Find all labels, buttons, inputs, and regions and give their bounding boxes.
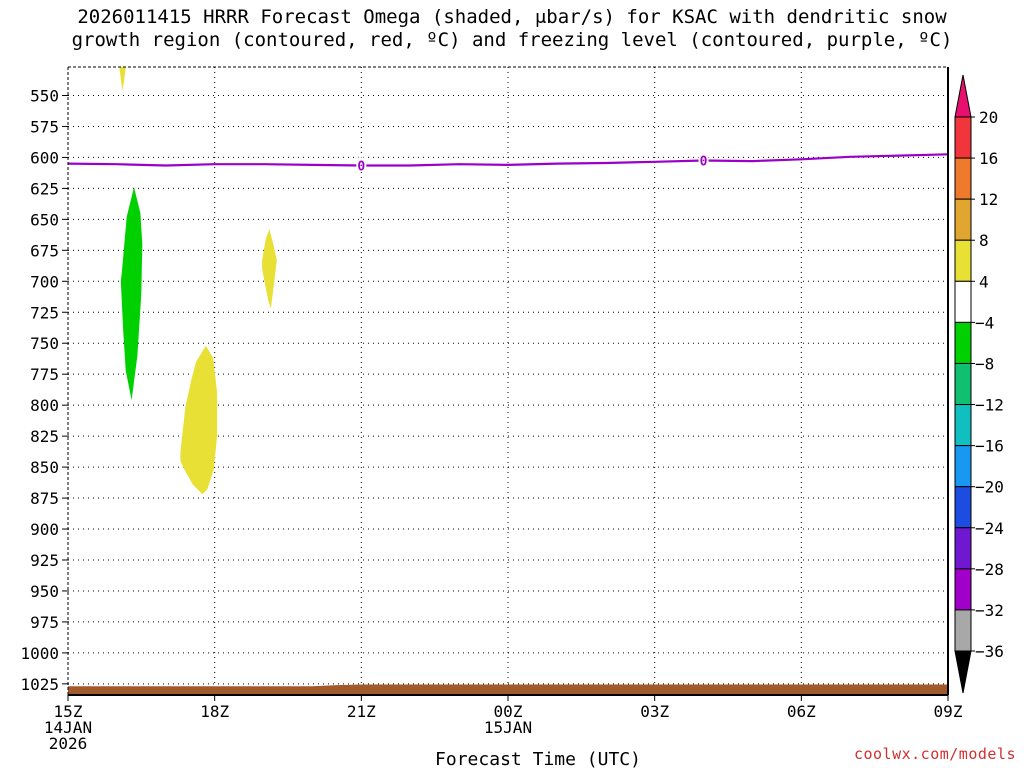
omega-shade (180, 345, 218, 495)
colorbar-label: −8 (975, 354, 994, 373)
colorbar-label: 8 (979, 231, 989, 250)
colorbar-label: 12 (979, 190, 998, 209)
colorbar-label: −36 (975, 642, 1004, 661)
x-tick-label: 03Z (640, 702, 669, 721)
colorbar-cell (954, 116, 972, 159)
y-tick-label: 925 (30, 551, 59, 570)
colorbar-cell (954, 527, 972, 570)
colorbar-label: 20 (979, 108, 998, 127)
x-tick-label: 14JAN (44, 718, 92, 737)
title-line-2: growth region (contoured, red, ºC) and f… (71, 29, 953, 51)
y-tick-label: 850 (30, 458, 59, 477)
freezing-level-label: 0 (700, 155, 708, 170)
colorbar-cell (954, 198, 972, 241)
colorbar-label: 4 (979, 272, 989, 291)
colorbar-cell (954, 445, 972, 488)
colorbar-cell (954, 239, 972, 282)
y-tick-label: 950 (30, 582, 59, 601)
colorbar-top-arrow (954, 74, 972, 118)
y-tick-label: 725 (30, 303, 59, 322)
axes: 550 575 600 625 650 675 700 725 750 775 800 825 850 8… (20, 66, 963, 768)
omega-shade (120, 187, 143, 401)
colorbar-label: −12 (975, 396, 1004, 415)
colorbar: 20 16 12 8 4 −4 −8 −12 −16 −20 −24 −28 −32 −36 (954, 74, 1004, 694)
colorbar-label: −32 (975, 601, 1004, 620)
colorbar-label: −4 (975, 313, 994, 332)
colorbar-label: −24 (975, 519, 1004, 538)
x-tick-label: 06Z (787, 702, 816, 721)
colorbar-cell (954, 404, 972, 447)
x-tick-label: 2026 (49, 734, 88, 753)
omega-shade (262, 229, 277, 309)
colorbar-cell (954, 486, 972, 529)
freezing-level-label-bg (698, 152, 709, 167)
colorbar-cell (954, 362, 972, 406)
freezing-level-label-bg (356, 157, 367, 172)
x-tick-label: 09Z (934, 702, 963, 721)
y-tick-label: 750 (30, 334, 59, 353)
colorbar-bottom-arrow (954, 650, 972, 694)
x-tick-label: 00Z (494, 702, 523, 721)
y-tick-label: 575 (30, 117, 59, 136)
y-tick-label: 825 (30, 427, 59, 446)
colorbar-cell (954, 568, 972, 611)
y-tick-label: 1000 (20, 644, 59, 663)
y-tick-label: 625 (30, 179, 59, 198)
colorbar-label: −20 (975, 478, 1004, 497)
y-tick-label: 975 (30, 613, 59, 632)
x-tick-label: 15JAN (484, 718, 532, 737)
y-tick-label: 650 (30, 210, 59, 229)
colorbar-cell (954, 321, 972, 364)
x-tick-label: 21Z (347, 702, 376, 721)
omega-shade (119, 67, 126, 91)
freezing-level-line (68, 153, 948, 167)
x-axis-title: Forecast Time (UTC) (435, 749, 641, 768)
x-tick-label: 18Z (200, 702, 229, 721)
y-tick-label: 675 (30, 241, 59, 260)
y-tick-label: 775 (30, 365, 59, 384)
y-tick-label: 550 (30, 86, 59, 105)
title-line-1: 2026011415 HRRR Forecast Omega (shaded, … (77, 6, 947, 28)
x-tick-label: 15Z (54, 702, 83, 721)
y-tick-label: 900 (30, 520, 59, 539)
colorbar-label: −28 (975, 560, 1004, 579)
colorbar-cell (954, 157, 972, 200)
chart-title: 2026011415 HRRR Forecast Omega (shaded, … (0, 6, 1024, 52)
colorbar-cell (954, 609, 972, 652)
colorbar-label: 16 (979, 149, 998, 168)
colorbar-label: −16 (975, 437, 1004, 456)
y-tick-label: 800 (30, 396, 59, 415)
credit-text: coolwx.com/models (853, 745, 1016, 763)
y-tick-label: 1025 (20, 675, 59, 694)
colorbar-cell (954, 280, 972, 323)
y-tick-label: 700 (30, 272, 59, 291)
terrain-fill (68, 684, 948, 695)
y-tick-label: 600 (30, 148, 59, 167)
freezing-level-label: 0 (357, 159, 365, 174)
y-tick-label: 875 (30, 489, 59, 508)
